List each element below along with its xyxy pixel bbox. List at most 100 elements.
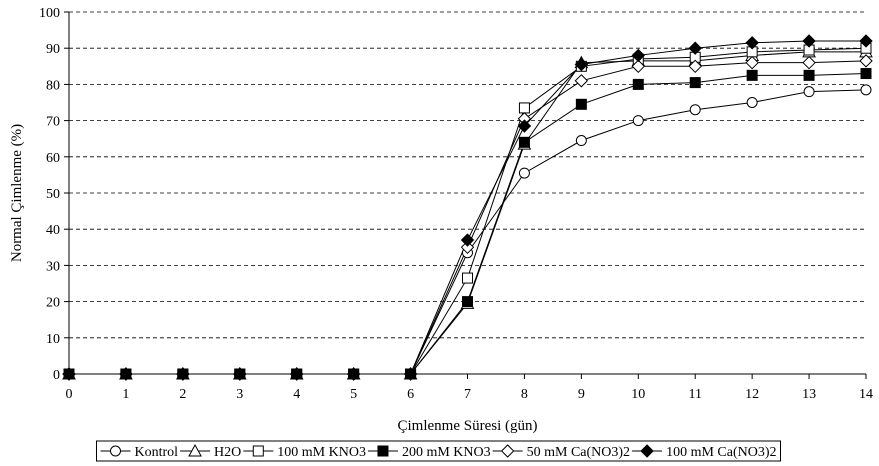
y-tick-label: 100 — [39, 6, 60, 21]
data-point — [460, 240, 475, 255]
data-point — [632, 115, 644, 127]
x-tick-label: 3 — [236, 387, 243, 402]
series-1-points — [62, 44, 873, 380]
y-axis-label: Normal Çimlenme (%) — [9, 124, 25, 262]
series-2-line — [69, 47, 867, 375]
data-point — [802, 34, 816, 48]
legend-item: 100 mM KNO3 — [243, 445, 366, 460]
legend-item: Kontrol — [100, 445, 178, 460]
data-point — [518, 102, 530, 114]
y-tick-label: 20 — [46, 296, 60, 311]
x-tick-label: 5 — [350, 387, 357, 402]
legend-box — [95, 440, 782, 462]
data-point — [119, 367, 133, 381]
data-point — [575, 135, 587, 147]
y-tick-label: 0 — [53, 368, 60, 383]
legend-marker-icon — [252, 445, 264, 457]
x-tick-label: 14 — [859, 387, 873, 402]
legend-marker-icon — [377, 445, 389, 457]
legend-marker-icon — [188, 443, 202, 457]
data-point — [518, 167, 530, 179]
axes — [64, 11, 867, 379]
legend-marker-icon — [640, 444, 654, 458]
x-tick-label: 12 — [745, 387, 759, 402]
y-tick-label: 50 — [46, 187, 60, 202]
legend-label: 100 mM KNO3 — [277, 445, 366, 460]
data-point — [462, 296, 473, 308]
series-line-path — [69, 40, 866, 375]
y-tick-label: 80 — [46, 78, 60, 93]
legend-item: 200 mM KNO3 — [367, 445, 491, 460]
y-tick-label: 90 — [46, 42, 60, 57]
data-point — [688, 59, 702, 74]
data-point — [632, 78, 644, 90]
data-point — [176, 367, 190, 381]
y-tick-label: 30 — [46, 259, 60, 274]
series-line-path — [69, 60, 867, 375]
data-point — [746, 69, 758, 81]
series-1-line — [69, 51, 866, 375]
series-4-line — [69, 60, 867, 375]
legend-item: 100 mM Ca(NO3)2 — [632, 444, 777, 460]
x-tick-label: 6 — [407, 387, 414, 402]
data-point — [689, 77, 701, 89]
series-line-path — [69, 89, 867, 375]
series-5-points — [62, 34, 873, 381]
y-tick-label: 70 — [46, 115, 60, 130]
legend: Kontrol H2O 100 mM KNO3 200 mM KNO3 50 mM Ca… — [95, 440, 782, 462]
data-point — [688, 41, 702, 55]
series-layer — [62, 34, 873, 381]
data-point — [860, 84, 872, 96]
data-point — [745, 36, 759, 50]
legend-marker-icon — [500, 444, 515, 458]
data-point — [803, 86, 815, 98]
x-tick-label: 1 — [122, 387, 129, 402]
legend-label: 100 mM Ca(NO3)2 — [666, 445, 776, 460]
x-tick-label: 7 — [464, 387, 471, 402]
series-5-line — [69, 40, 866, 375]
data-point — [518, 136, 530, 148]
legend-marker-icon — [109, 445, 121, 457]
data-point — [574, 57, 589, 72]
x-tick-label: 2 — [179, 387, 186, 402]
data-point — [803, 69, 815, 81]
data-point — [346, 367, 361, 381]
data-point — [859, 34, 873, 48]
legend-label: Kontrol — [134, 445, 178, 460]
legend-label: 50 mM Ca(NO3)2 — [527, 445, 630, 460]
legend-item: 50 mM Ca(NO3)2 — [492, 444, 630, 460]
data-point — [62, 367, 76, 381]
data-point — [745, 55, 759, 70]
data-point — [460, 233, 475, 247]
x-tick-label: 4 — [293, 387, 300, 402]
x-tick-label: 13 — [802, 387, 816, 402]
y-tick-label: 10 — [46, 332, 60, 347]
legend-item: H2O — [180, 443, 241, 460]
data-point — [631, 48, 645, 63]
data-point — [746, 97, 758, 108]
data-point — [802, 55, 816, 70]
data-point — [860, 68, 872, 80]
x-tick-label: 10 — [631, 387, 645, 402]
data-point — [689, 104, 701, 116]
y-tick-label: 60 — [46, 151, 60, 166]
data-point — [631, 59, 645, 74]
legend-label: 200 mM KNO3 — [402, 445, 491, 460]
data-point — [575, 98, 587, 110]
legend-label: H2O — [214, 445, 241, 460]
series-line-path — [69, 73, 867, 375]
series-line-path — [69, 51, 866, 375]
x-axis-label: Çimlenme Süresi (gün) — [398, 418, 538, 434]
data-point — [574, 74, 589, 88]
x-tick-label: 0 — [66, 387, 73, 402]
data-point — [462, 272, 473, 284]
data-point — [517, 119, 532, 133]
data-point — [233, 367, 247, 381]
series-0-line — [69, 89, 867, 375]
series-line-path — [69, 47, 867, 375]
x-tick-label: 11 — [688, 387, 701, 402]
x-tick-label: 9 — [578, 387, 585, 402]
